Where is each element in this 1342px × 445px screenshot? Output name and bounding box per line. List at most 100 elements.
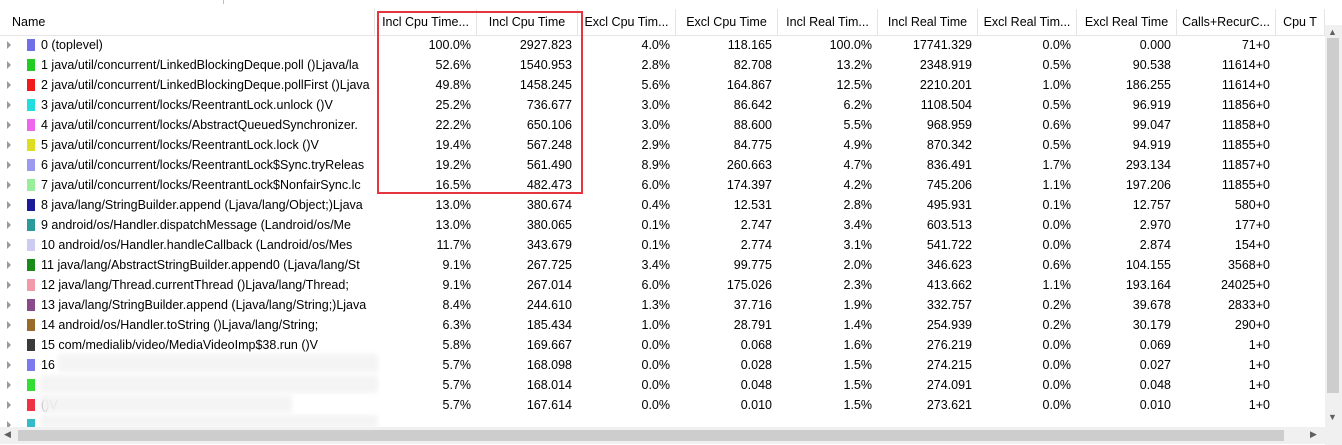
table-row[interactable]: 5 java/util/concurrent/locks/ReentrantLo… [0,135,1325,155]
column-header[interactable]: Excl Real Tim... [978,9,1077,35]
column-header[interactable]: Incl Cpu Time... [375,9,477,35]
chevron-right-icon[interactable] [7,341,11,349]
value-cell: 12.5% [836,78,872,92]
value-cell: 96.919 [1132,98,1171,112]
column-header[interactable]: Incl Cpu Time [477,9,578,35]
table-row[interactable] [0,415,1325,427]
method-name: 5 java/util/concurrent/locks/ReentrantLo… [41,138,319,152]
value-cell [978,415,1077,427]
chevron-right-icon[interactable] [7,261,11,269]
arrow-left-icon[interactable]: ◀ [4,429,11,439]
column-header[interactable]: Incl Real Time [878,9,978,35]
chevron-right-icon[interactable] [7,381,11,389]
value-cell: 11.7% [436,238,471,252]
table-row[interactable]: 2 java/util/concurrent/LinkedBlockingDeq… [0,75,1325,95]
chevron-right-icon[interactable] [7,301,11,309]
value-cell: 4.7% [843,158,873,172]
column-header[interactable]: Cpu T [1276,9,1325,35]
chevron-right-icon[interactable] [7,421,11,427]
column-header[interactable]: Excl Cpu Tim... [578,9,676,35]
table-row[interactable]: 13 java/lang/StringBuilder.append (Ljava… [0,295,1325,315]
value-cell: 2.747 [740,218,772,232]
chevron-right-icon[interactable] [7,41,11,49]
table-row[interactable]: 11 java/lang/AbstractStringBuilder.appen… [0,255,1325,275]
value-cell: 0.010 [1139,398,1171,412]
value-cell: 254.939 [926,318,972,332]
value-cell: 5.7% [442,358,472,372]
table-row[interactable]: 5.7% 168.014 0.0% 0.048 1.5% 274.091 0.0% 0.048… [0,375,1325,395]
value-cell: 2.0% [843,258,873,272]
column-header[interactable]: Excl Real Time [1077,9,1177,35]
value-cell: 2.874 [1139,238,1171,252]
value-cell: 19.2% [435,158,471,172]
chevron-right-icon[interactable] [7,161,11,169]
method-name: 6 java/util/concurrent/locks/ReentrantLo… [41,158,365,172]
value-cell: 175.026 [726,278,772,292]
method-color-swatch [27,99,35,111]
horizontal-scroll-thumb[interactable] [18,430,1284,441]
chevron-right-icon[interactable] [7,61,11,69]
value-cell: 13.0% [435,218,471,232]
method-profile-table: Name Incl Cpu Time... Incl Cpu Time Excl Cp… [0,9,1325,427]
method-name: 8 java/lang/StringBuilder.append (Ljava/… [41,198,363,212]
chevron-right-icon[interactable] [7,121,11,129]
table-row[interactable]: 15 com/medialib/video/MediaVideoImp$38.r… [0,335,1325,355]
value-cell: 0.1% [1042,198,1072,212]
value-cell: 836.491 [926,158,972,172]
method-name: 4 java/util/concurrent/locks/AbstractQue… [41,118,358,132]
value-cell: 30.179 [1132,318,1171,332]
table-row[interactable]: 6 java/util/concurrent/locks/ReentrantLo… [0,155,1325,175]
table-row[interactable]: 16 5.7% 168.098 0.0% 0.028 1.5% 274.215 0.0% 0.0… [0,355,1325,375]
chevron-right-icon[interactable] [7,361,11,369]
chevron-right-icon[interactable] [7,181,11,189]
column-header[interactable]: Excl Cpu Time [676,9,778,35]
value-cell: 11856+0 [1221,98,1270,112]
chevron-right-icon[interactable] [7,201,11,209]
method-color-swatch [27,59,35,71]
table-row[interactable]: 4 java/util/concurrent/locks/AbstractQue… [0,115,1325,135]
value-cell: 186.255 [1125,78,1171,92]
value-cell: 0.048 [1139,378,1171,392]
value-cell: 870.342 [926,138,972,152]
column-header[interactable]: Incl Real Tim... [778,9,878,35]
value-cell: 3.0% [641,118,671,132]
method-name: 15 com/medialib/video/MediaVideoImp$38.r… [41,338,319,352]
chevron-right-icon[interactable] [7,221,11,229]
value-cell [676,415,778,427]
window-edge-mark [223,0,224,4]
method-name: 16 [41,358,55,372]
vertical-scroll-thumb[interactable] [1327,38,1339,393]
column-header[interactable]: Name [0,9,375,35]
column-header[interactable]: Calls+RecurC... [1177,9,1276,35]
chevron-right-icon[interactable] [7,81,11,89]
value-cell: 0.010 [740,398,772,412]
chevron-right-icon[interactable] [7,321,11,329]
method-color-swatch [27,239,35,251]
arrow-right-icon[interactable]: ▶ [1310,429,1317,439]
value-cell: 52.6% [435,58,471,72]
arrow-up-icon[interactable]: ▲ [1328,27,1337,37]
chevron-right-icon[interactable] [7,141,11,149]
value-cell: 84.775 [733,138,772,152]
value-cell: 11855+0 [1221,138,1270,152]
arrow-down-icon[interactable]: ▼ [1328,412,1337,422]
value-cell: 413.662 [926,278,972,292]
chevron-right-icon[interactable] [7,401,11,409]
value-cell: 3.0% [641,98,671,112]
table-row[interactable]: 9 android/os/Handler.dispatchMessage (La… [0,215,1325,235]
value-cell: 1.5% [843,358,873,372]
table-row[interactable]: 3 java/util/concurrent/locks/ReentrantLo… [0,95,1325,115]
chevron-right-icon[interactable] [7,241,11,249]
chevron-right-icon[interactable] [7,101,11,109]
table-row[interactable]: 14 android/os/Handler.toString ()Ljava/l… [0,315,1325,335]
table-row[interactable]: 12 java/lang/Thread.currentThread ()Ljav… [0,275,1325,295]
table-row[interactable]: 8 java/lang/StringBuilder.append (Ljava/… [0,195,1325,215]
chevron-right-icon[interactable] [7,281,11,289]
table-row[interactable]: 0 (toplevel) 100.0% 2927.823 4.0% 118.165 100… [0,35,1325,55]
table-row[interactable]: 1 java/util/concurrent/LinkedBlockingDeq… [0,55,1325,75]
redacted-area [40,415,378,427]
table-row[interactable]: 7 java/util/concurrent/locks/ReentrantLo… [0,175,1325,195]
table-row[interactable]: 10 android/os/Handler.handleCallback (La… [0,235,1325,255]
value-cell: 0.0% [1042,238,1072,252]
value-cell: 968.959 [926,118,972,132]
